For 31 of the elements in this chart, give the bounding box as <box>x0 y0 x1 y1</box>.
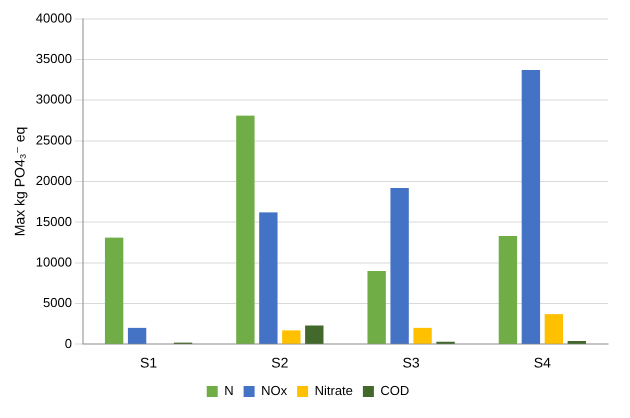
y-tick-label: 35000 <box>36 51 72 66</box>
y-tick-label: 10000 <box>36 254 72 270</box>
x-tick-label: S4 <box>534 354 552 370</box>
legend-label: Nitrate <box>314 383 353 398</box>
bar <box>367 270 386 344</box>
bar <box>413 328 432 344</box>
x-tick-label: S2 <box>271 354 289 370</box>
bar <box>259 212 278 344</box>
bar <box>305 325 324 344</box>
bar <box>568 340 586 344</box>
bar <box>104 238 124 344</box>
bar <box>544 314 564 344</box>
x-tick-label: S3 <box>402 354 420 370</box>
x-tick-label: S1 <box>140 354 158 370</box>
bar <box>390 188 409 344</box>
y-tick-label: 0 <box>64 336 72 351</box>
y-tick-label: 15000 <box>36 214 72 229</box>
y-tick-label: 40000 <box>36 10 72 26</box>
legend-label: N <box>224 383 234 398</box>
bar <box>282 330 301 344</box>
y-tick-label: 5000 <box>43 295 72 310</box>
legend-label: COD <box>380 383 410 398</box>
y-axis-title: Max kg PO4₃⁻ eq <box>11 126 28 236</box>
bar <box>128 328 146 344</box>
bar <box>236 116 255 344</box>
legend-label: NOx <box>261 383 288 398</box>
y-tick-label: 30000 <box>36 92 72 107</box>
y-tick-label: 20000 <box>36 173 72 188</box>
bar <box>498 236 518 344</box>
y-tick-label: 25000 <box>36 132 72 148</box>
bar <box>522 70 540 344</box>
